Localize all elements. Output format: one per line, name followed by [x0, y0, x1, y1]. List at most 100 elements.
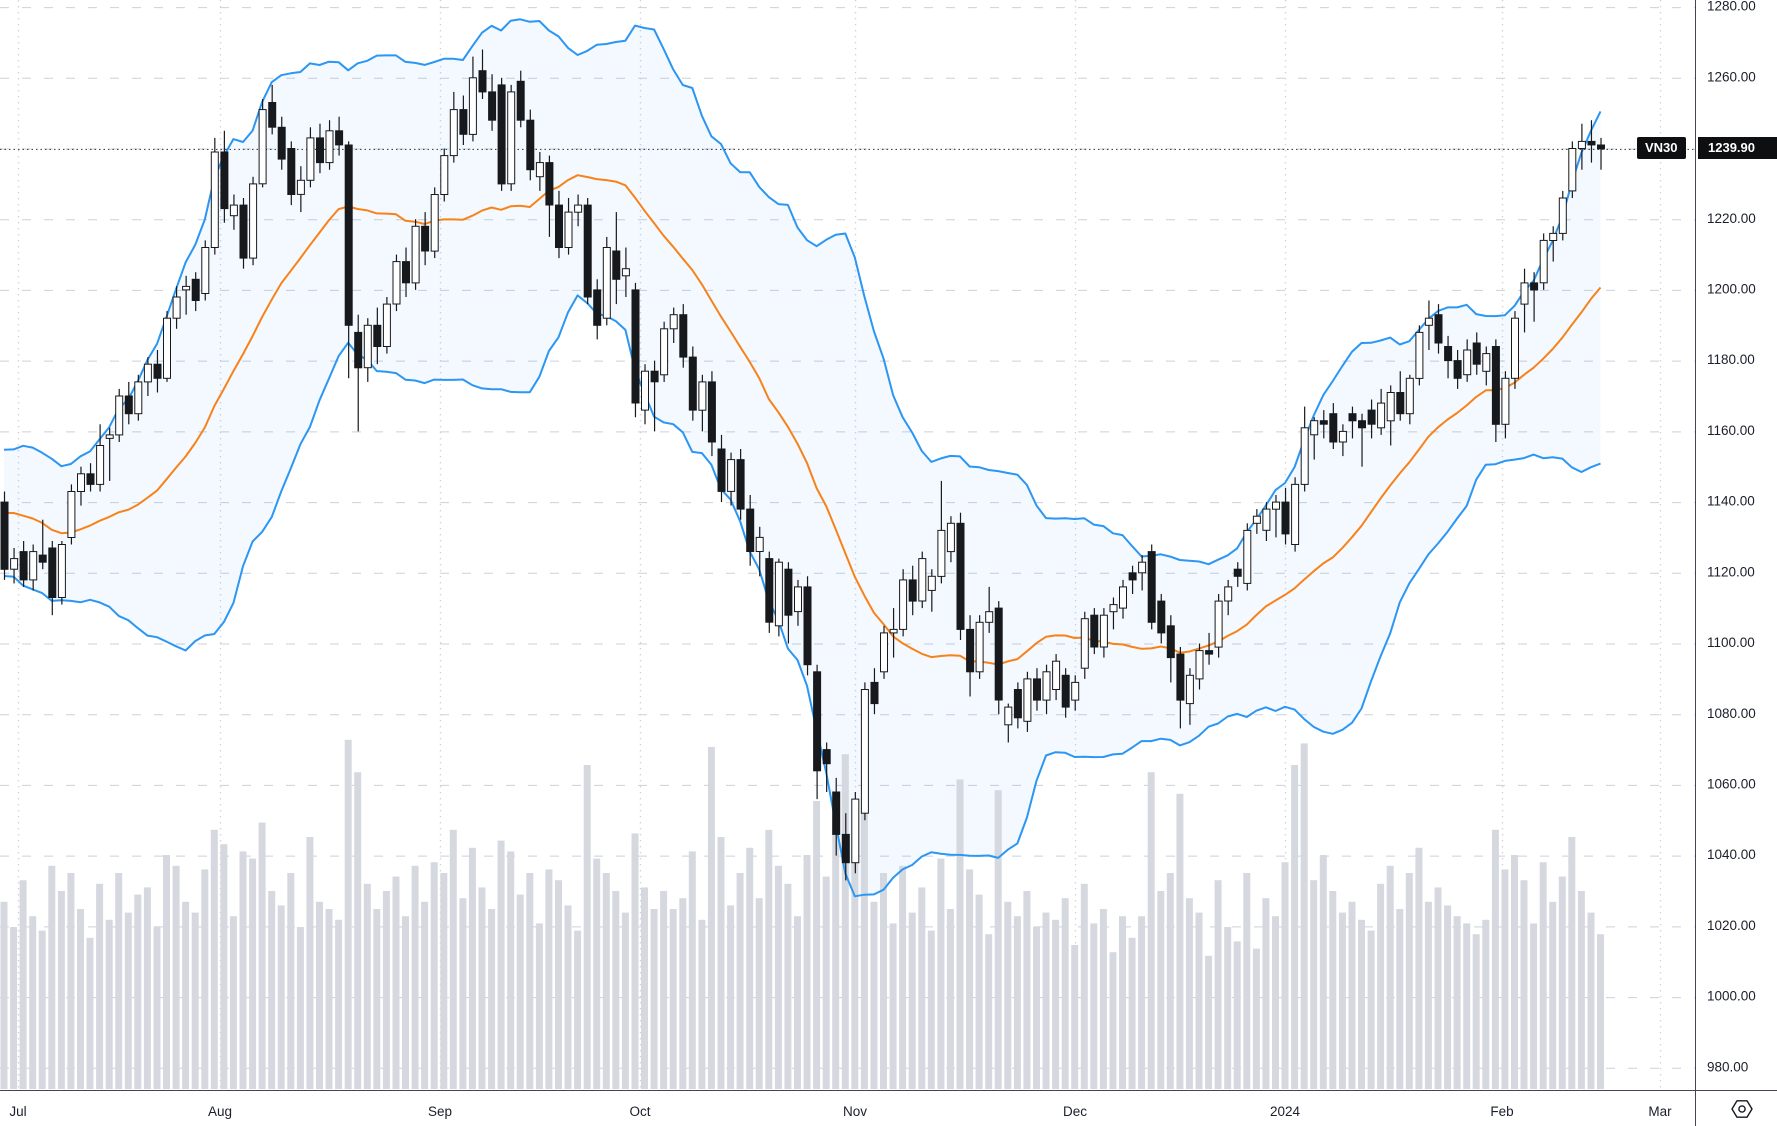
- candle[interactable]: [239, 198, 248, 269]
- volume-bar[interactable]: [1367, 930, 1375, 1089]
- candle[interactable]: [1176, 647, 1185, 729]
- volume-bar[interactable]: [813, 801, 821, 1089]
- volume-bar[interactable]: [755, 898, 763, 1089]
- candle[interactable]: [822, 742, 831, 793]
- volume-bar[interactable]: [1166, 873, 1174, 1089]
- volume-bar[interactable]: [57, 891, 65, 1089]
- volume-bar[interactable]: [717, 837, 725, 1089]
- candle[interactable]: [354, 314, 363, 432]
- volume-bar[interactable]: [1568, 837, 1576, 1089]
- candle[interactable]: [1080, 611, 1089, 679]
- volume-bar[interactable]: [421, 901, 429, 1089]
- candle[interactable]: [966, 615, 975, 697]
- candle[interactable]: [478, 49, 487, 100]
- volume-bar[interactable]: [96, 883, 104, 1089]
- candle[interactable]: [268, 84, 277, 135]
- volume-bar[interactable]: [344, 739, 352, 1089]
- candle[interactable]: [1511, 311, 1519, 389]
- candle[interactable]: [1539, 233, 1548, 290]
- candle[interactable]: [468, 56, 477, 142]
- candle[interactable]: [19, 541, 28, 587]
- volume-bar[interactable]: [86, 937, 94, 1089]
- candle[interactable]: [1061, 668, 1070, 718]
- volume-bar[interactable]: [707, 747, 715, 1089]
- volume-bar[interactable]: [191, 912, 199, 1089]
- candle[interactable]: [679, 304, 688, 368]
- volume-bar[interactable]: [765, 829, 773, 1089]
- candle[interactable]: [0, 491, 9, 580]
- candle[interactable]: [1214, 594, 1223, 658]
- candle[interactable]: [1319, 410, 1328, 439]
- volume-bar[interactable]: [354, 772, 362, 1089]
- volume-bar[interactable]: [373, 909, 381, 1089]
- volume-bar[interactable]: [1080, 883, 1088, 1089]
- volume-bar[interactable]: [1424, 901, 1432, 1089]
- volume-bar[interactable]: [660, 891, 668, 1089]
- volume-bar[interactable]: [860, 808, 868, 1089]
- candle[interactable]: [1262, 502, 1271, 541]
- volume-bar[interactable]: [229, 916, 237, 1089]
- volume-bar[interactable]: [1511, 855, 1518, 1089]
- candle[interactable]: [774, 558, 783, 637]
- volume-bar[interactable]: [889, 923, 897, 1089]
- candle[interactable]: [1243, 523, 1252, 591]
- candle[interactable]: [134, 374, 143, 421]
- volume-bar[interactable]: [1004, 901, 1012, 1089]
- volume-bar[interactable]: [526, 873, 534, 1089]
- candle[interactable]: [1291, 477, 1300, 552]
- volume-bar[interactable]: [774, 865, 782, 1089]
- candle[interactable]: [516, 70, 525, 128]
- candle[interactable]: [899, 569, 908, 637]
- volume-bar[interactable]: [239, 851, 247, 1089]
- volume-bar[interactable]: [583, 765, 591, 1089]
- candle[interactable]: [392, 254, 401, 312]
- candle[interactable]: [1377, 388, 1386, 435]
- volume-bar[interactable]: [29, 916, 37, 1089]
- candle[interactable]: [860, 682, 869, 821]
- candle[interactable]: [918, 551, 927, 609]
- candle[interactable]: [1491, 339, 1500, 442]
- volume-bar[interactable]: [38, 930, 46, 1089]
- candle[interactable]: [631, 282, 640, 418]
- volume-bar[interactable]: [220, 844, 228, 1089]
- candle[interactable]: [794, 579, 802, 626]
- candle[interactable]: [402, 247, 410, 298]
- candle[interactable]: [688, 346, 697, 421]
- candle[interactable]: [1004, 703, 1013, 743]
- candle[interactable]: [813, 664, 822, 800]
- candle[interactable]: [1348, 406, 1357, 439]
- candle[interactable]: [1052, 654, 1061, 701]
- settings-gear-icon[interactable]: [1722, 1094, 1762, 1124]
- candle[interactable]: [38, 519, 47, 570]
- volume-bar[interactable]: [430, 862, 438, 1089]
- candle[interactable]: [1185, 668, 1194, 725]
- candle[interactable]: [1090, 608, 1099, 655]
- volume-bar[interactable]: [803, 855, 811, 1089]
- volume-bar[interactable]: [1300, 743, 1308, 1089]
- volume-bar[interactable]: [1099, 909, 1107, 1089]
- candle[interactable]: [1453, 350, 1462, 389]
- volume-bar[interactable]: [172, 865, 180, 1089]
- candle[interactable]: [249, 176, 258, 266]
- candle[interactable]: [717, 434, 726, 503]
- volume-bar[interactable]: [201, 869, 209, 1089]
- volume-bar[interactable]: [946, 909, 954, 1089]
- volume-bar[interactable]: [593, 858, 601, 1089]
- volume-bar[interactable]: [545, 869, 553, 1089]
- volume-bar[interactable]: [1243, 873, 1251, 1089]
- candle[interactable]: [344, 141, 353, 379]
- volume-bar[interactable]: [1453, 916, 1461, 1089]
- candle[interactable]: [994, 601, 1003, 715]
- volume-bar[interactable]: [134, 894, 142, 1089]
- candle[interactable]: [937, 480, 946, 584]
- candle[interactable]: [86, 463, 95, 492]
- candle[interactable]: [1023, 671, 1032, 732]
- volume-bar[interactable]: [306, 837, 314, 1089]
- candle[interactable]: [727, 452, 736, 506]
- volume-bar[interactable]: [1463, 923, 1471, 1089]
- volume-bar[interactable]: [1109, 952, 1117, 1089]
- candle[interactable]: [1157, 594, 1166, 644]
- candle[interactable]: [1147, 544, 1156, 630]
- volume-bar[interactable]: [153, 927, 161, 1089]
- volume-bar[interactable]: [468, 847, 476, 1089]
